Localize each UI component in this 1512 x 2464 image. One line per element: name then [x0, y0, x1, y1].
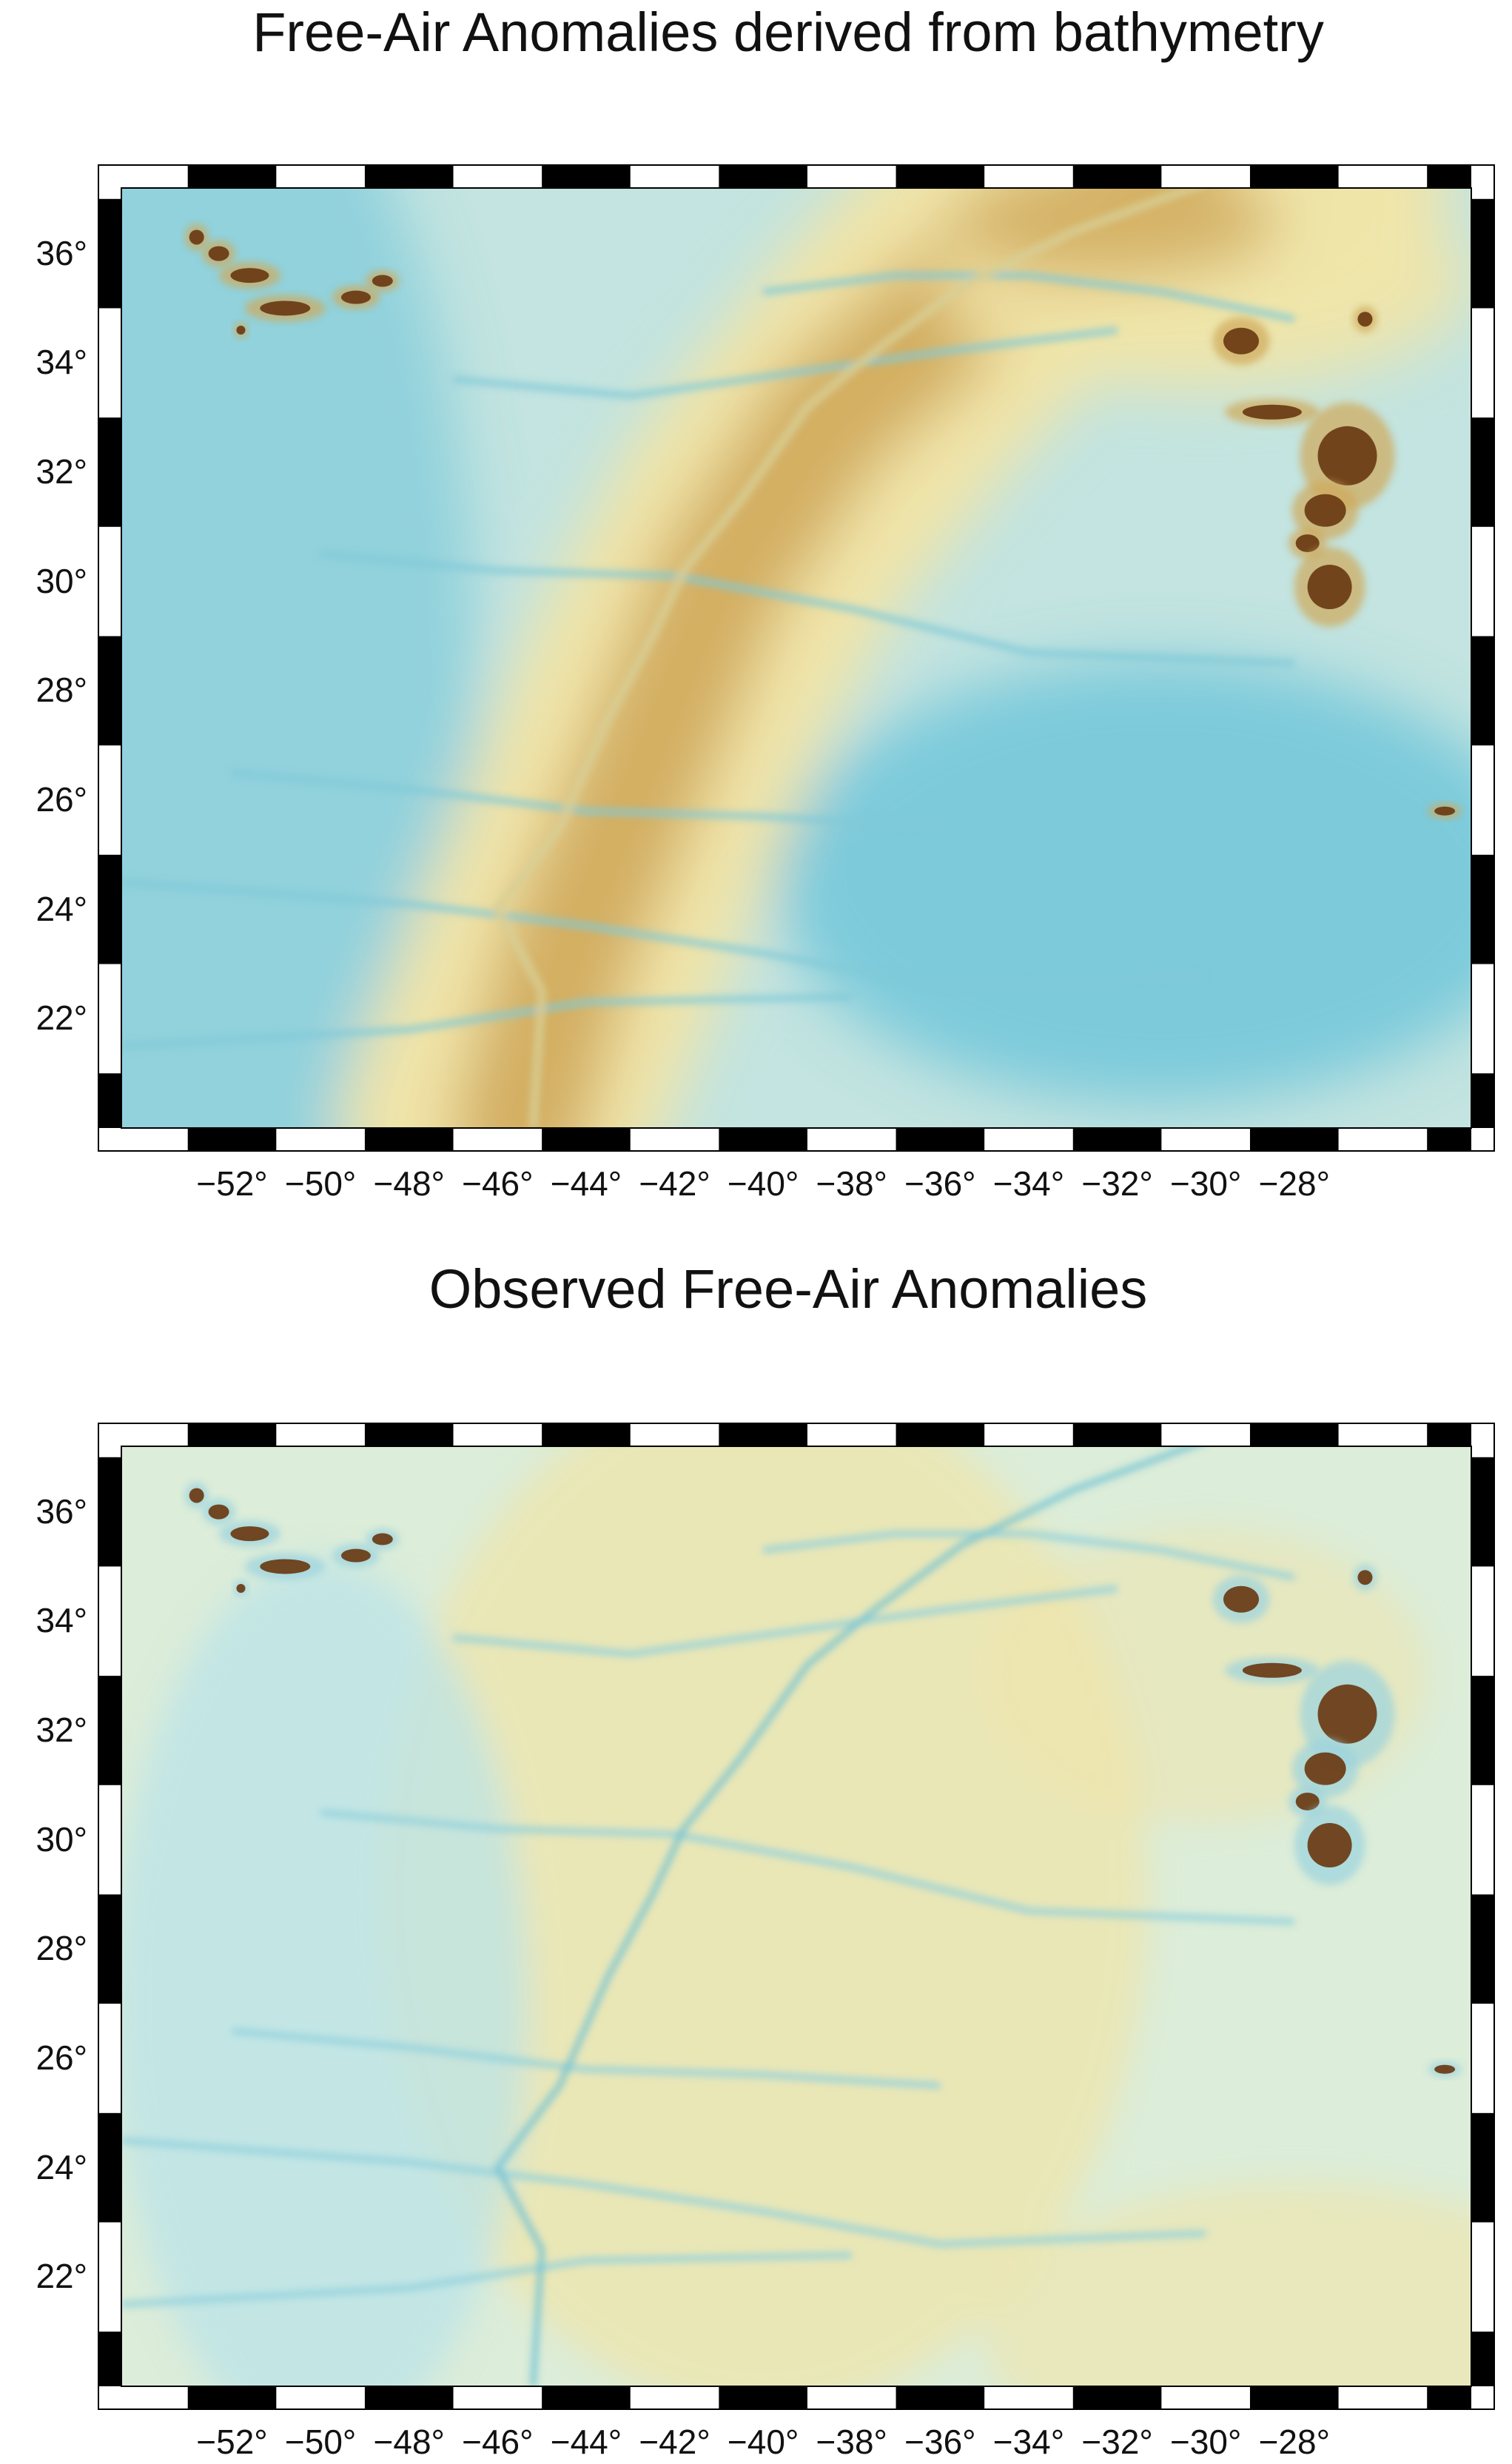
longitude-tick-label: −28°	[1258, 2423, 1330, 2461]
longitude-tick-label: −50°	[284, 1164, 357, 1203]
map-border	[98, 1423, 1495, 2410]
longitude-tick-label: −42°	[639, 1164, 710, 1203]
longitude-tick-label: −52°	[196, 1164, 268, 1203]
longitude-tick-label: −34°	[992, 2423, 1065, 2461]
map-frame	[98, 1423, 1495, 2410]
latitude-tick-label: 24°	[36, 2147, 87, 2186]
island-anomalies	[184, 1482, 1462, 2078]
latitude-tick-label: 24°	[36, 889, 87, 928]
longitude-tick-label: −30°	[1169, 2423, 1242, 2461]
longitude-tick-label: −48°	[373, 2423, 445, 2461]
map-svg	[98, 164, 1495, 1152]
longitude-tick-label: −46°	[462, 1164, 534, 1203]
anomaly-field	[121, 1446, 1471, 2386]
latitude-tick-label: 32°	[36, 451, 87, 491]
longitude-tick-label: −44°	[550, 1164, 622, 1203]
latitude-tick-label: 26°	[36, 2038, 87, 2077]
panel-title: Free-Air Anomalies derived from bathymet…	[252, 1, 1324, 63]
longitude-tick-label: −38°	[816, 1164, 887, 1203]
longitude-tick-label: −48°	[373, 1164, 445, 1203]
longitude-tick-label: −32°	[1081, 2423, 1153, 2461]
longitude-tick-label: −34°	[992, 1164, 1065, 1203]
longitude-tick-label: −40°	[727, 2423, 799, 2461]
panel-title: Observed Free-Air Anomalies	[429, 1258, 1148, 1320]
latitude-tick-label: 22°	[36, 2257, 87, 2296]
latitude-tick-label: 34°	[36, 1601, 87, 1640]
longitude-tick-label: −44°	[550, 2423, 622, 2461]
longitude-tick-label: −40°	[727, 1164, 799, 1203]
latitude-tick-label: 30°	[36, 1819, 87, 1859]
longitude-tick-label: −38°	[816, 2423, 887, 2461]
anomaly-field	[121, 188, 1471, 1128]
latitude-tick-label: 36°	[36, 233, 87, 272]
latitude-tick-label: 22°	[36, 998, 87, 1038]
latitude-tick-label: 34°	[36, 343, 87, 382]
fracture-zones	[121, 1446, 1295, 2386]
longitude-tick-label: −42°	[639, 2423, 710, 2461]
map-border	[98, 164, 1495, 1152]
longitude-tick-label: −46°	[462, 2423, 534, 2461]
latitude-tick-label: 30°	[36, 561, 87, 600]
longitude-tick-label: −32°	[1081, 1164, 1153, 1203]
longitude-tick-label: −52°	[196, 2423, 268, 2461]
fracture-zones	[121, 188, 1295, 1128]
longitude-tick-label: −50°	[284, 2423, 357, 2461]
island-anomalies	[184, 224, 1462, 819]
latitude-tick-label: 26°	[36, 779, 87, 819]
latitude-tick-label: 32°	[36, 1710, 87, 1749]
latitude-tick-label: 28°	[36, 671, 87, 710]
map-frame	[98, 164, 1495, 1152]
longitude-tick-label: −36°	[904, 2423, 976, 2461]
longitude-tick-label: −36°	[904, 1164, 976, 1203]
latitude-tick-label: 28°	[36, 1929, 87, 1968]
latitude-tick-label: 36°	[36, 1491, 87, 1531]
map-svg	[98, 1423, 1495, 2410]
longitude-tick-label: −30°	[1169, 1164, 1242, 1203]
longitude-tick-label: −28°	[1258, 1164, 1330, 1203]
